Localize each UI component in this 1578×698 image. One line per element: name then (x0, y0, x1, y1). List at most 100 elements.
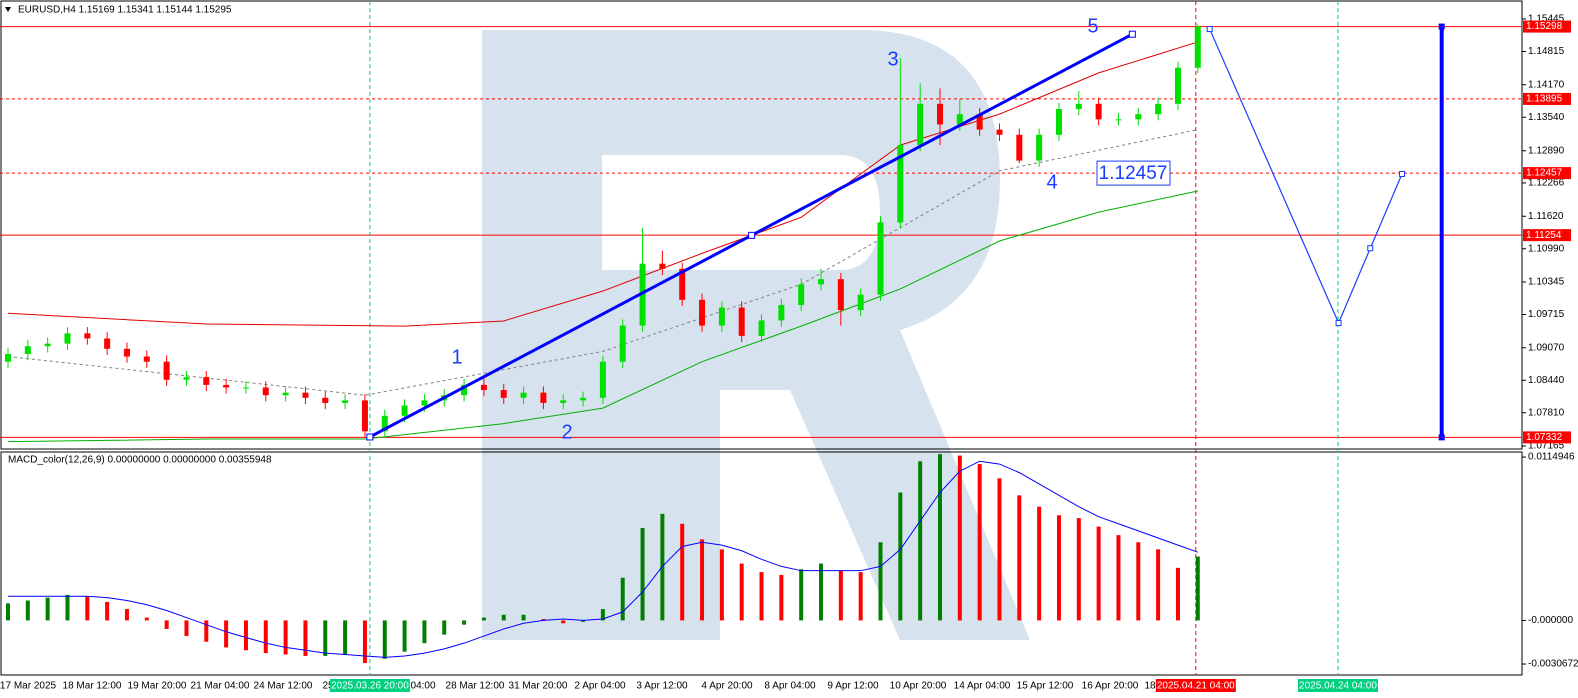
candle-body (223, 384, 230, 388)
y-tick-label: 1.14815 (1528, 46, 1565, 57)
moving-average (7, 41, 1198, 327)
candle-body (619, 325, 626, 362)
time-marker-box (329, 679, 410, 692)
candle-body (738, 307, 745, 336)
forecast-node (1206, 26, 1213, 33)
candle-body (322, 397, 329, 403)
macd-bar (1017, 495, 1022, 621)
macd-bar (1056, 515, 1061, 621)
macd-bar (541, 619, 546, 621)
macd-bar (124, 609, 129, 621)
x-tick-label: 16 Apr 20:00 (1082, 681, 1139, 692)
macd-bar (1076, 518, 1081, 621)
macd-bar (144, 617, 149, 621)
macd-bar (759, 572, 764, 621)
candle-body (540, 392, 547, 403)
macd-bar (382, 620, 387, 659)
price-box (1523, 20, 1571, 33)
candle-body (1075, 103, 1082, 109)
forecast-node (1367, 245, 1374, 252)
candle-body (4, 353, 11, 362)
macd-bar (561, 620, 566, 624)
wave-label: 4 (1046, 171, 1057, 193)
price-box-label: 1.15298 (1526, 21, 1563, 32)
x-tick-label: 17 Mar 2025 (0, 681, 57, 692)
y-tick-label: 1.14170 (1528, 79, 1565, 90)
x-tick-label: 18 Mar 12:00 (63, 681, 122, 692)
menu-triangle[interactable] (5, 7, 11, 12)
macd-bar (501, 614, 506, 621)
candle-body (956, 114, 963, 125)
y-tick-label: 1.15445 (1528, 14, 1565, 25)
candle-body (1016, 134, 1023, 161)
candle-body (44, 343, 51, 347)
macd-bar (957, 455, 962, 621)
candle-body (282, 392, 289, 396)
candle-body (24, 346, 31, 354)
macd-bar (898, 492, 903, 621)
macd-bar (5, 603, 10, 621)
macd-bar (263, 620, 268, 654)
candle-body (242, 387, 249, 389)
x-tick-label: 28 Mar 12:00 (446, 681, 505, 692)
macd-bar (25, 600, 30, 621)
candle-body (1115, 119, 1122, 121)
candle-body (520, 392, 527, 398)
candle-body (401, 405, 408, 416)
x-tick-label: r 04:00 (404, 681, 436, 692)
macd-bar (481, 617, 486, 621)
candle-body (580, 397, 587, 401)
price-box (1523, 431, 1571, 444)
level-annotation-box (1096, 160, 1171, 186)
forecast-node (1399, 170, 1406, 177)
candle-body (163, 361, 170, 380)
macd-bar (521, 614, 526, 621)
wave-label: 1 (451, 346, 462, 368)
level-annotation: 1.12457 (1099, 163, 1168, 184)
candle-body (996, 129, 1003, 135)
macd-bar (1175, 567, 1180, 621)
impulse-node (1128, 30, 1136, 38)
y-tick-label: 1.07165 (1528, 441, 1565, 452)
macd-bar (105, 601, 110, 621)
macd-bar (45, 597, 50, 621)
macd-bar (283, 620, 288, 655)
moving-average (7, 190, 1198, 443)
candle-body (183, 377, 190, 380)
candle-body (342, 400, 349, 403)
macd-title: MACD_color(12,26,9) 0.00000000 0.0000000… (8, 455, 272, 466)
candle-body (659, 263, 666, 269)
macd-frame (0, 451, 1523, 676)
candle-body (560, 400, 567, 403)
candle-body (798, 284, 805, 305)
candle-body (381, 415, 388, 432)
wave-label: 2 (561, 421, 572, 443)
macd-bar (303, 620, 308, 656)
macd-bar (997, 478, 1002, 621)
price-box-label: 1.13895 (1526, 94, 1563, 105)
candle-body (679, 268, 686, 300)
candle-body (1174, 67, 1181, 104)
x-tick-label: 14 Apr 04:00 (954, 681, 1011, 692)
candle-body (1135, 114, 1142, 120)
macd-bar (184, 620, 189, 637)
x-tick-label: 9 Apr 12:00 (827, 681, 879, 692)
y-tick-label: 1.12890 (1528, 145, 1565, 156)
time-marker-box (1155, 679, 1236, 692)
x-tick-label: 3 Apr 12:00 (636, 681, 688, 692)
target-node (1438, 23, 1445, 30)
wave-label: 5 (1087, 15, 1098, 37)
forecast-node (1335, 320, 1342, 327)
macd-bar (323, 620, 328, 656)
macd-y-tick-label: -0.0030672 (1528, 659, 1578, 670)
macd-bar (1037, 506, 1042, 621)
price-box-label: 1.07332 (1526, 432, 1563, 443)
macd-bar (719, 549, 724, 621)
candle-body (1055, 108, 1062, 135)
candle-body (778, 304, 785, 321)
macd-bar (640, 528, 645, 621)
macd-bar (1195, 556, 1200, 621)
macd-bar (799, 569, 804, 621)
macd-bar (85, 596, 90, 621)
